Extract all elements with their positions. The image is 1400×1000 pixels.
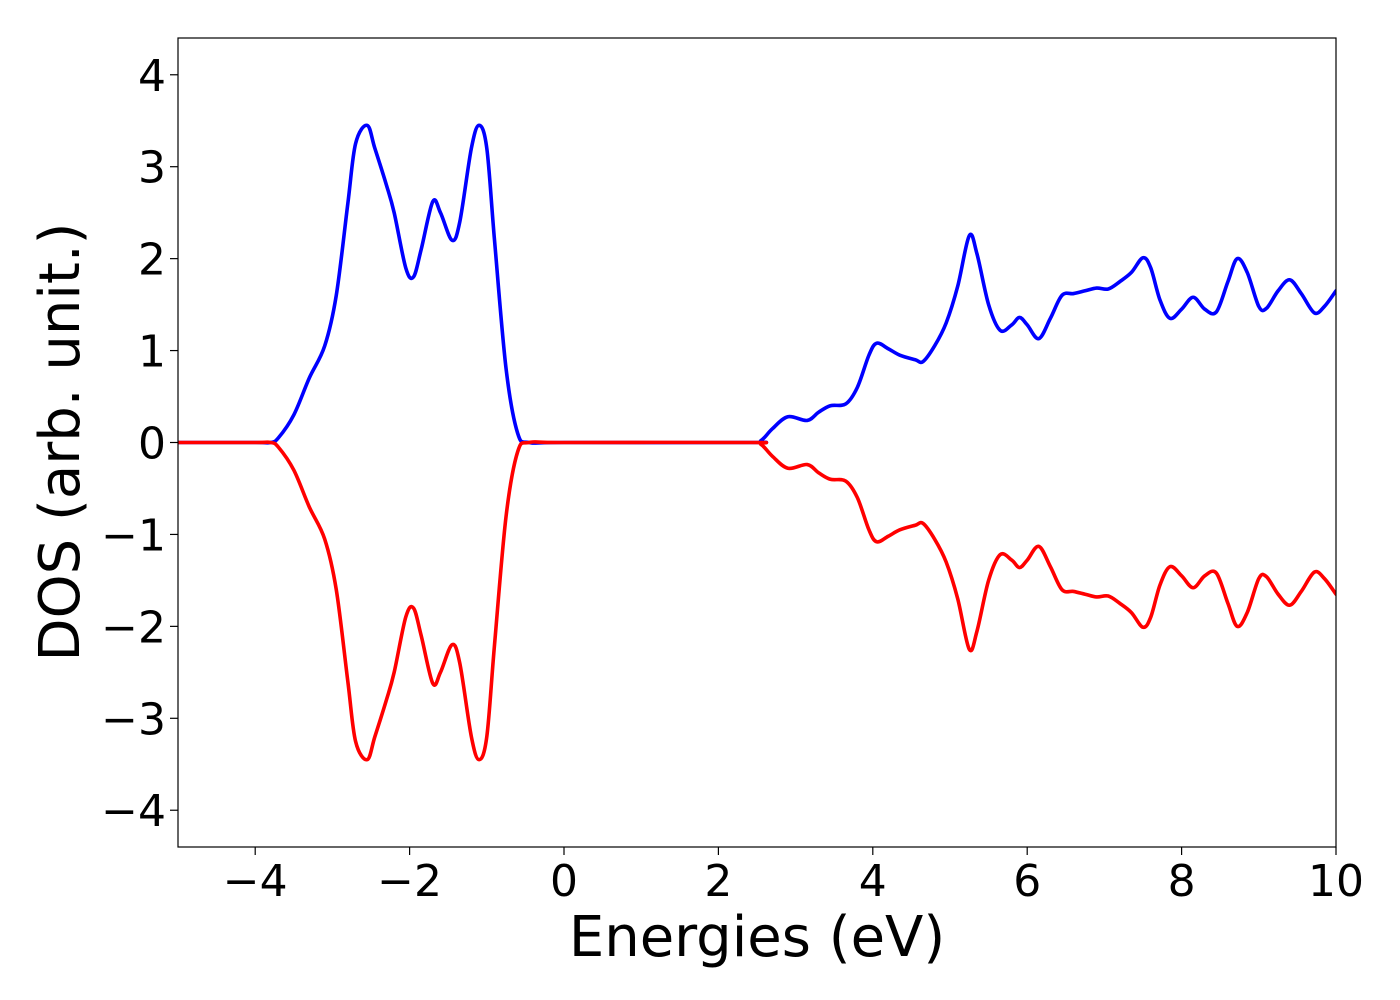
x-tick-label: 2 (704, 856, 732, 907)
y-tick-label: −4 (101, 786, 166, 837)
series-line-1 (178, 440, 1336, 762)
y-tick-label: 1 (138, 327, 166, 378)
y-tick-label: 2 (138, 235, 166, 286)
y-tick-label: 0 (138, 419, 166, 470)
x-tick-label: 8 (1168, 856, 1196, 907)
x-tick-label: −4 (223, 856, 288, 907)
series-layer (178, 123, 1336, 762)
y-tick-label: 4 (138, 51, 166, 102)
series-line-0 (178, 123, 1336, 445)
x-tick-label: −2 (377, 856, 442, 907)
y-tick-label: −1 (101, 510, 166, 561)
y-tick-label: −3 (101, 694, 166, 745)
x-tick-label: 6 (1013, 856, 1041, 907)
y-axis-label: DOS (arb. unit.) (28, 222, 93, 661)
x-tick-label: 10 (1308, 856, 1364, 907)
x-axis: −4 −2 0 2 4 6 8 10 (223, 847, 1364, 907)
x-tick-label: 0 (550, 856, 578, 907)
y-tick-label: 3 (138, 143, 166, 194)
y-tick-label: −2 (101, 602, 166, 653)
y-axis: −4 −3 −2 −1 0 1 2 3 4 (101, 51, 178, 837)
x-axis-label: Energies (eV) (569, 905, 945, 970)
x-tick-label: 4 (859, 856, 887, 907)
